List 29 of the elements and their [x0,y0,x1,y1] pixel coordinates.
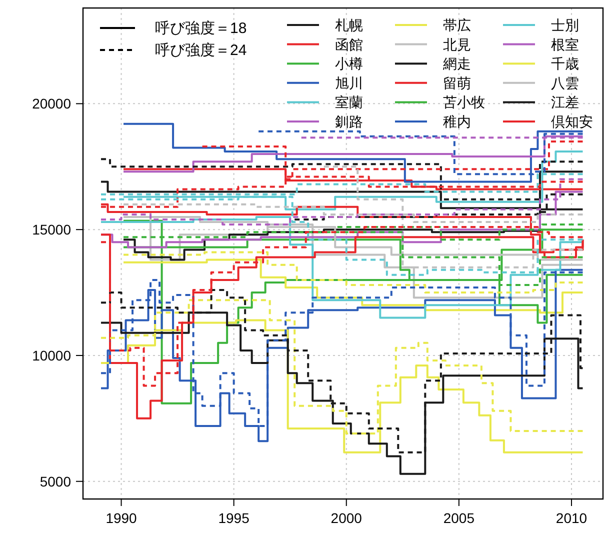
x-tick-label: 1990 [106,510,138,526]
legend-label: 留萌 [443,74,471,91]
x-tick-label: 2005 [443,510,475,526]
legend-label: 網走 [442,56,471,72]
legend-label: 釧路 [335,114,363,130]
legend-label: 苫小牧 [443,94,485,110]
legend-label: 北見 [443,36,471,52]
y-tick-label: 20000 [32,96,72,112]
legend-label: 小樽 [335,56,363,72]
x-tick-label: 1995 [218,510,250,526]
legend-label: 旭川 [335,74,363,91]
y-tick-label: 15000 [32,222,72,238]
legend-label: 士別 [551,17,579,33]
y-tick-label: 10000 [32,347,72,364]
annotation: 呼び強度＝18 [155,20,247,37]
annotation: 呼び強度＝24 [155,42,247,59]
legend-label: 倶知安 [551,114,593,130]
legend-label: 千歳 [551,56,579,72]
legend-label: 帯広 [443,17,471,33]
legend-label: 函館 [335,36,363,52]
legend-label: 稚内 [443,114,471,130]
x-tick-label: 2010 [556,510,588,526]
legend-label: 室蘭 [335,94,363,110]
legend-label: 札幌 [335,17,363,33]
legend-label: 八雲 [551,74,579,91]
x-tick-label: 2000 [330,510,362,526]
legend-label: 根室 [551,36,579,52]
y-tick-label: 5000 [40,473,72,490]
legend-label: 江差 [551,94,579,110]
